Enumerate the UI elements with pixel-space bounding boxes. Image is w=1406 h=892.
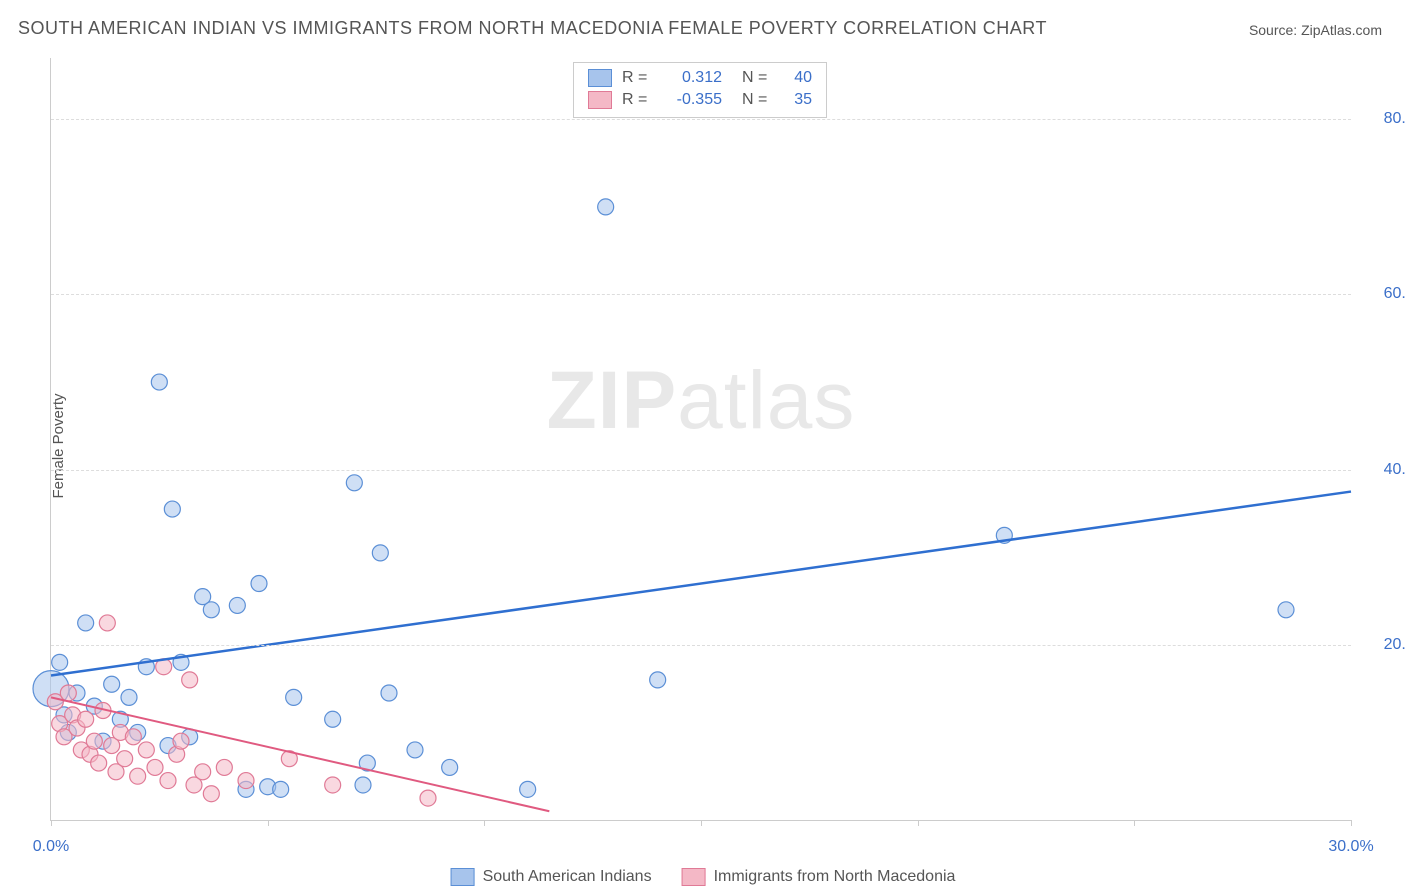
- r-label: R =: [622, 69, 652, 87]
- x-tick: [918, 820, 919, 826]
- r-label: R =: [622, 91, 652, 109]
- data-point: [346, 475, 362, 491]
- x-tick: [484, 820, 485, 826]
- legend-label: Immigrants from North Macedonia: [714, 868, 956, 886]
- correlation-legend: R = 0.312 N = 40 R = -0.355 N = 35: [573, 62, 827, 118]
- data-point: [173, 733, 189, 749]
- data-point: [147, 759, 163, 775]
- data-point: [372, 545, 388, 561]
- legend-swatch: [682, 868, 706, 886]
- n-value: 40: [782, 69, 812, 87]
- data-point: [520, 781, 536, 797]
- data-point: [598, 199, 614, 215]
- r-value: -0.355: [662, 91, 722, 109]
- n-label: N =: [742, 69, 772, 87]
- legend-item: Immigrants from North Macedonia: [682, 868, 956, 886]
- gridline-horizontal: [51, 119, 1351, 120]
- data-point: [650, 672, 666, 688]
- y-tick-label: 80.0%: [1359, 110, 1406, 128]
- data-point: [229, 597, 245, 613]
- data-point: [216, 759, 232, 775]
- data-point: [52, 654, 68, 670]
- data-point: [60, 685, 76, 701]
- source-link[interactable]: ZipAtlas.com: [1301, 22, 1382, 38]
- legend-swatch: [588, 69, 612, 87]
- correlation-row: R = -0.355 N = 35: [588, 89, 812, 111]
- data-point: [91, 755, 107, 771]
- data-point: [420, 790, 436, 806]
- source-label: Source:: [1249, 22, 1297, 38]
- data-point: [164, 501, 180, 517]
- data-point: [151, 374, 167, 390]
- data-point: [442, 759, 458, 775]
- x-tick: [1134, 820, 1135, 826]
- gridline-horizontal: [51, 294, 1351, 295]
- gridline-horizontal: [51, 645, 1351, 646]
- source-attribution: Source: ZipAtlas.com: [1249, 22, 1382, 38]
- data-point: [121, 689, 137, 705]
- data-point: [325, 711, 341, 727]
- trend-line: [51, 492, 1351, 676]
- x-tick: [1351, 820, 1352, 826]
- plot-container: ZIPatlas 20.0%40.0%60.0%80.0%0.0%30.0% R…: [50, 58, 1350, 820]
- data-point: [99, 615, 115, 631]
- data-point: [238, 773, 254, 789]
- chart-title: SOUTH AMERICAN INDIAN VS IMMIGRANTS FROM…: [18, 18, 1047, 39]
- y-tick-label: 60.0%: [1359, 285, 1406, 303]
- y-tick-label: 40.0%: [1359, 461, 1406, 479]
- data-point: [195, 764, 211, 780]
- n-label: N =: [742, 91, 772, 109]
- data-point: [325, 777, 341, 793]
- x-tick: [268, 820, 269, 826]
- data-point: [182, 672, 198, 688]
- data-point: [117, 751, 133, 767]
- data-point: [286, 689, 302, 705]
- data-point: [78, 711, 94, 727]
- data-point: [130, 768, 146, 784]
- x-tick: [51, 820, 52, 826]
- data-point: [355, 777, 371, 793]
- gridline-horizontal: [51, 470, 1351, 471]
- data-point: [125, 729, 141, 745]
- x-tick-label: 0.0%: [33, 838, 69, 856]
- n-value: 35: [782, 91, 812, 109]
- data-point: [104, 676, 120, 692]
- data-point: [86, 733, 102, 749]
- data-point: [273, 781, 289, 797]
- y-tick-label: 20.0%: [1359, 636, 1406, 654]
- r-value: 0.312: [662, 69, 722, 87]
- data-point: [251, 576, 267, 592]
- plot-area: ZIPatlas 20.0%40.0%60.0%80.0%0.0%30.0%: [50, 58, 1351, 821]
- legend-item: South American Indians: [451, 868, 652, 886]
- legend-label: South American Indians: [483, 868, 652, 886]
- legend-swatch: [451, 868, 475, 886]
- data-point: [1278, 602, 1294, 618]
- data-point: [138, 742, 154, 758]
- data-point: [381, 685, 397, 701]
- chart-svg: [51, 58, 1351, 820]
- correlation-row: R = 0.312 N = 40: [588, 67, 812, 89]
- data-point: [407, 742, 423, 758]
- data-point: [203, 602, 219, 618]
- legend-swatch: [588, 91, 612, 109]
- x-tick: [701, 820, 702, 826]
- x-tick-label: 30.0%: [1328, 838, 1373, 856]
- data-point: [203, 786, 219, 802]
- data-point: [160, 773, 176, 789]
- series-legend: South American Indians Immigrants from No…: [451, 868, 956, 886]
- data-point: [78, 615, 94, 631]
